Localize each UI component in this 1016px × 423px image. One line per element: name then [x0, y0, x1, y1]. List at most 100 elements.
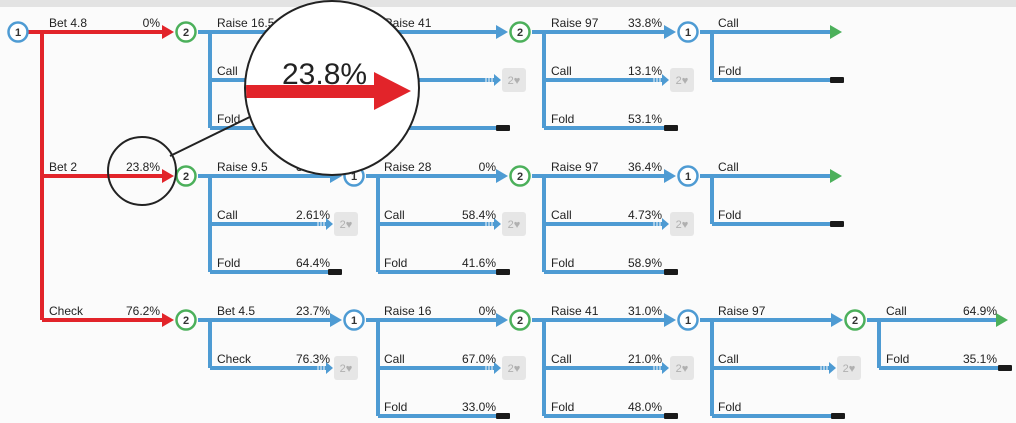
action-label: Fold: [217, 256, 241, 270]
player-node-circle: [175, 21, 197, 43]
action-label: Raise 9.5: [217, 160, 268, 174]
action-label: Call: [718, 160, 739, 174]
branch-arrowhead: [330, 313, 342, 327]
action-percent: 13.1%: [627, 64, 662, 78]
action-label: Fold: [217, 112, 241, 126]
player-node[interactable]: 1: [7, 21, 29, 43]
player-node-number: 2: [183, 315, 189, 327]
branch-arrowhead: [162, 313, 174, 327]
player-node[interactable]: 2: [175, 309, 197, 331]
terminal-badge-text: 2♥: [340, 363, 353, 375]
player-node-circle: [343, 309, 365, 331]
action-label: Raise 97: [551, 16, 599, 30]
branch-arrowhead: [494, 362, 501, 374]
terminal-badge-text: 2♥: [508, 219, 521, 231]
terminal-badge: [334, 212, 358, 236]
branch-arrowhead: [830, 25, 842, 39]
terminal-badge: [502, 68, 526, 92]
branch-arrowhead: [496, 25, 508, 39]
action-label: Fold: [718, 64, 742, 78]
branch-arrowhead: [662, 218, 669, 230]
action-percent: 33.0%: [461, 400, 496, 414]
action-label: Bet 2: [49, 160, 78, 174]
terminal-badge-text: 2♥: [676, 75, 689, 87]
branch-arrowhead: [326, 218, 333, 230]
player-node-number: 1: [685, 171, 691, 183]
player-node-number: 2: [852, 315, 858, 327]
branch-arrowhead: [662, 74, 669, 86]
terminal-badge-text: 2♥: [508, 75, 521, 87]
terminal-badge: [334, 356, 358, 380]
player-node[interactable]: 2: [175, 21, 197, 43]
action-label: Raise 41: [551, 304, 599, 318]
player-node-circle: [677, 165, 699, 187]
player-node[interactable]: 2: [844, 309, 866, 331]
action-label: Raise 16: [384, 304, 432, 318]
terminal-badge: [670, 212, 694, 236]
zoom-magnifier: 23.8%: [244, 0, 420, 176]
player-node-number: 2: [517, 315, 523, 327]
player-node-circle: [677, 21, 699, 43]
action-percent: 58.9%: [627, 256, 662, 270]
action-label: Raise 16.5: [217, 16, 275, 30]
fold-terminal: [328, 269, 342, 275]
player-node-number: 2: [183, 27, 189, 39]
action-label: Call: [718, 16, 739, 30]
action-percent: 48.0%: [627, 400, 662, 414]
player-node-circle: [7, 21, 29, 43]
branch-arrowhead: [996, 313, 1008, 327]
player-node[interactable]: 1: [677, 21, 699, 43]
player-node[interactable]: 2: [509, 165, 531, 187]
fold-terminal: [830, 77, 844, 83]
player-node-number: 2: [517, 171, 523, 183]
action-label: Raise 97: [718, 304, 766, 318]
player-node[interactable]: 1: [677, 165, 699, 187]
terminal-badge: [502, 356, 526, 380]
player-node-circle: [509, 309, 531, 331]
player-node-circle: [509, 165, 531, 187]
action-label: Raise 97: [551, 160, 599, 174]
branch-arrowhead: [662, 362, 669, 374]
top-bar: [0, 0, 1016, 7]
action-percent: 31.0%: [627, 304, 662, 318]
action-percent: 4.73%: [627, 208, 662, 222]
player-node-number: 1: [15, 27, 21, 39]
player-node-number: 1: [685, 27, 691, 39]
fold-terminal: [664, 269, 678, 275]
fold-terminal: [664, 413, 678, 419]
action-label: Call: [718, 352, 739, 366]
action-label: Fold: [886, 352, 910, 366]
terminal-badge-text: 2♥: [843, 363, 856, 375]
fold-terminal: [496, 125, 510, 131]
terminal-badge-text: 2♥: [676, 363, 689, 375]
player-node[interactable]: 1: [677, 309, 699, 331]
player-node[interactable]: 1: [343, 309, 365, 331]
zoom-arrow: [246, 72, 411, 110]
player-node-number: 2: [183, 171, 189, 183]
action-label: Bet 4.5: [217, 304, 256, 318]
terminal-badge-text: 2♥: [508, 363, 521, 375]
player-node-number: 1: [351, 171, 357, 183]
branch-arrowhead: [494, 218, 501, 230]
action-label: Call: [886, 304, 907, 318]
player-node[interactable]: 2: [175, 165, 197, 187]
player-node-circle: [844, 309, 866, 331]
action-label: Fold: [718, 400, 742, 414]
branch-arrowhead: [496, 169, 508, 183]
action-percent: 0%: [478, 160, 496, 174]
action-label: Fold: [551, 400, 575, 414]
branch-arrowhead: [162, 25, 174, 39]
fold-terminal: [664, 125, 678, 131]
highlight-circle: [107, 136, 177, 206]
action-percent: 0%: [478, 304, 496, 318]
player-node[interactable]: 2: [509, 309, 531, 331]
action-label: Check: [217, 352, 252, 366]
branch-arrowhead: [664, 313, 676, 327]
action-label: Fold: [551, 112, 575, 126]
action-percent: 36.4%: [627, 160, 662, 174]
terminal-badge: [502, 212, 526, 236]
player-node[interactable]: 2: [509, 21, 531, 43]
player-node-circle: [175, 309, 197, 331]
fold-terminal: [831, 413, 845, 419]
